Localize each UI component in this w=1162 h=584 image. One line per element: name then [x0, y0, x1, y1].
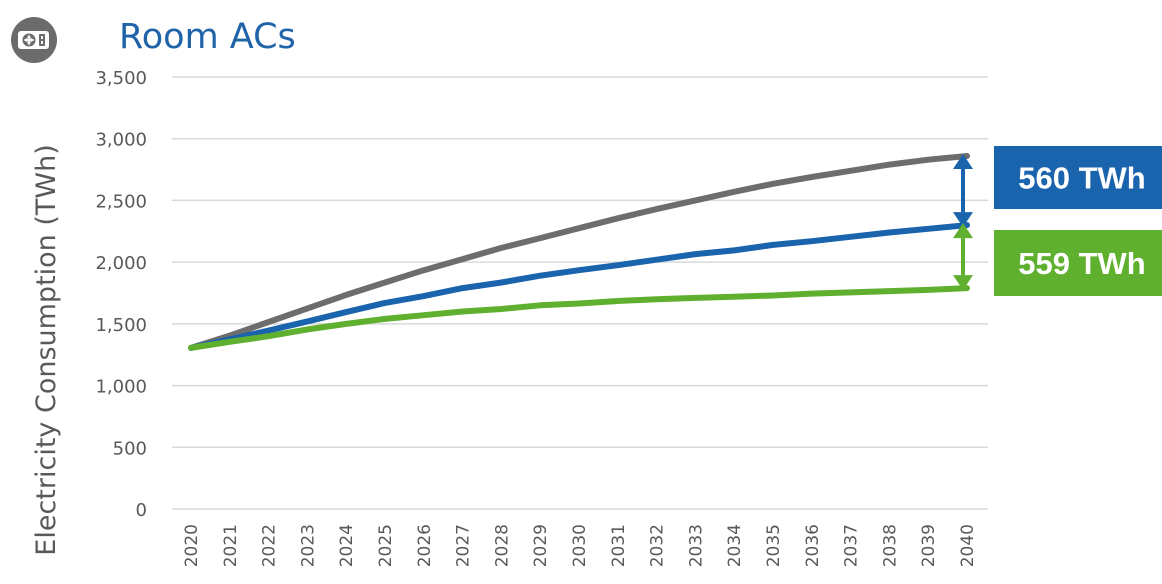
y-tick-label: 3,000 [95, 130, 147, 151]
x-tick-label: 2030 [570, 524, 590, 567]
x-tick-label: 2029 [531, 524, 551, 567]
annotation-label: 559 TWh [1018, 246, 1145, 281]
x-tick-label: 2020 [182, 524, 202, 567]
arrow-down-icon [953, 275, 973, 291]
y-tick-label: 0 [136, 500, 147, 521]
x-tick-label: 2039 [919, 524, 939, 567]
x-tick-label: 2024 [337, 524, 357, 567]
x-tick-label: 2028 [492, 524, 512, 567]
x-tick-label: 2034 [725, 524, 745, 567]
x-tick-label: 2040 [958, 524, 978, 567]
y-tick-label: 2,000 [95, 253, 147, 274]
y-tick-label: 1,500 [95, 315, 147, 336]
x-tick-label: 2038 [880, 524, 900, 567]
annotation-box [994, 146, 1162, 209]
series-line-1 [188, 153, 970, 351]
room-ac-icon [11, 17, 57, 63]
x-tick-label: 2037 [842, 524, 862, 567]
y-tick-label: 1,000 [95, 377, 147, 398]
x-tick-label: 2035 [764, 524, 784, 567]
annotation-label: 560 TWh [1018, 161, 1145, 196]
series-line-2 [188, 222, 970, 351]
x-tick-label: 2031 [609, 524, 629, 567]
x-tick-label: 2023 [298, 524, 318, 567]
annotations: 560 TWh 559 TWh [953, 146, 1162, 296]
x-tick-label: 2036 [803, 524, 823, 567]
x-tick-label: 2032 [648, 524, 668, 567]
x-axis-ticks: 2020 2021 2022 2023 2024 2025 2026 2027 2028 2029… [182, 524, 978, 567]
y-tick-label: 500 [113, 438, 147, 459]
annotation-2: 559 TWh [953, 223, 1162, 296]
annotation-1: 560 TWh [953, 146, 1162, 228]
y-axis-label: Electricity Consumption (TWh) [31, 144, 62, 555]
arrow-up-icon [953, 153, 973, 169]
arrow-up-icon [953, 223, 973, 239]
y-tick-label: 3,500 [95, 68, 147, 89]
y-tick-label: 2,500 [95, 191, 147, 212]
series-line-3 [188, 285, 970, 351]
x-tick-label: 2022 [260, 524, 280, 567]
x-tick-label: 2033 [686, 524, 706, 567]
x-tick-label: 2026 [415, 524, 435, 567]
y-axis-ticks: 0 500 1,000 1,500 2,000 2,500 3,000 3,500 [95, 68, 147, 521]
chart-title: Room ACs [119, 17, 296, 57]
annotation-box [994, 230, 1162, 296]
gridlines [172, 76, 988, 510]
x-tick-label: 2021 [221, 524, 241, 567]
x-tick-label: 2027 [454, 524, 474, 567]
arrow-down-icon [953, 212, 973, 228]
x-tick-label: 2025 [376, 524, 396, 567]
series-lines [188, 153, 970, 351]
